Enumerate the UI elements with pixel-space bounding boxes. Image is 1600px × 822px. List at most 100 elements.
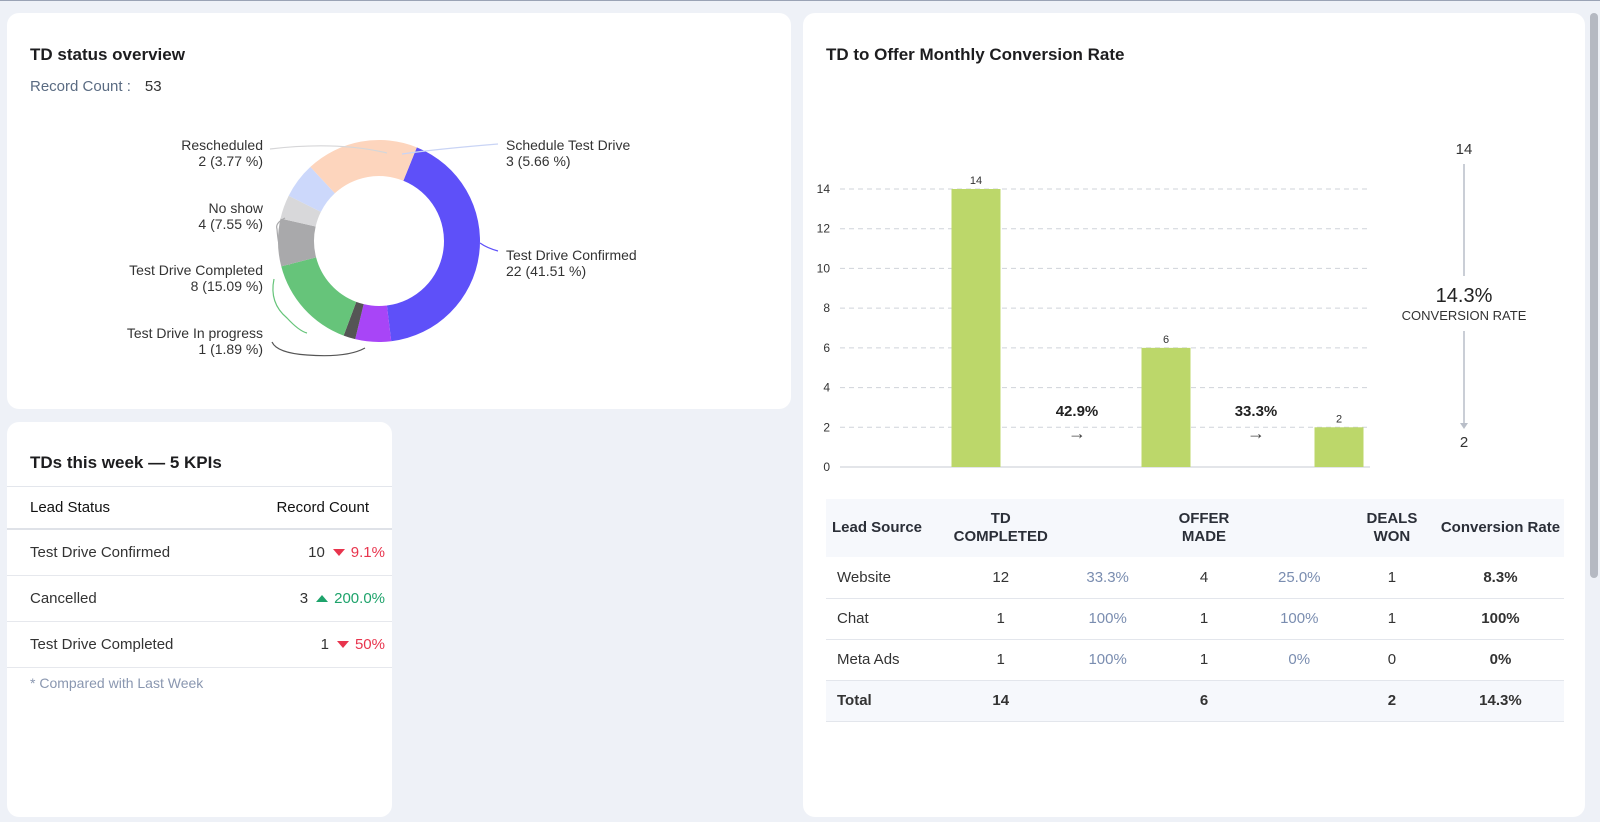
table-row[interactable]: Website 12 33.3% 4 25.0% 1 8.3%: [826, 557, 1564, 599]
slice-label-rescheduled: Rescheduled: [181, 137, 263, 153]
cell-deals-won: 2: [1346, 680, 1437, 722]
th-conversion-rate: Conversion Rate: [1436, 499, 1564, 557]
conversion-table: Lead Source TD COMPLETED OFFER MADE DEAL…: [826, 499, 1564, 722]
slice-value-rescheduled: 2 (3.77 %): [198, 153, 263, 169]
step-rate-label: 42.9%: [1056, 403, 1099, 420]
slice-cancelled[interactable]: [355, 304, 392, 342]
slice-test-drive-confirmed[interactable]: [386, 147, 480, 342]
table-row[interactable]: Chat 1 100% 1 100% 1 100%: [826, 598, 1564, 640]
table-row[interactable]: Meta Ads 1 100% 1 0% 0 0%: [826, 639, 1564, 681]
record-count-label: Record Count :: [30, 78, 131, 95]
cell-conversion-rate: 100%: [1436, 598, 1564, 640]
overall-top-value: 14: [1456, 141, 1473, 158]
top-border: [0, 0, 1600, 1]
y-tick-label: 14: [817, 182, 831, 196]
cell-td-completed: 1: [942, 598, 1059, 640]
kpi-value: 3 200.0%: [300, 590, 385, 607]
slice-value-test-drive-in-progress: 1 (1.89 %): [198, 341, 263, 357]
slice-label-no-show: No show: [209, 200, 264, 216]
th-blank-1: [1058, 499, 1157, 557]
slice-value-schedule-test-drive: 3 (5.66 %): [506, 153, 571, 169]
table-header-row: Lead Source TD COMPLETED OFFER MADE DEAL…: [826, 499, 1564, 557]
cell-offer-to-won-rate: 25.0%: [1251, 557, 1347, 599]
cell-source: Website: [826, 557, 943, 599]
kpi-table-header: Lead Status Record Count: [7, 486, 392, 530]
y-tick-label: 0: [823, 460, 830, 474]
leader-line: [272, 278, 308, 334]
cell-source: Chat: [826, 598, 943, 640]
y-tick-label: 6: [823, 341, 830, 355]
trend-down-icon: [332, 549, 345, 556]
slice-label-test-drive-confirmed: Test Drive Confirmed: [506, 247, 637, 263]
cell-blank: [1058, 680, 1157, 722]
slice-label-schedule-test-drive: Schedule Test Drive: [506, 137, 630, 153]
cell-conversion-rate: 14.3%: [1436, 680, 1564, 722]
leader-line: [276, 217, 291, 266]
slice-value-test-drive-confirmed: 22 (41.51 %): [506, 263, 586, 279]
card-title: TD status overview: [30, 45, 185, 64]
cell-deals-won: 0: [1346, 639, 1437, 681]
cell-offer-made: 6: [1156, 680, 1252, 722]
page-scrollbar[interactable]: [1590, 13, 1598, 578]
th-blank-2: [1251, 499, 1347, 557]
cell-td-completed: 1: [942, 639, 1059, 681]
leader-line: [401, 143, 499, 155]
col-lead-status[interactable]: Lead Status: [30, 499, 111, 516]
leader-line: [271, 341, 366, 357]
kpi-table: Lead Status Record Count Test Drive Conf…: [7, 486, 392, 698]
kpi-count: 10: [308, 544, 325, 561]
kpi-change: 200.0%: [334, 590, 385, 607]
card-title: TDs this week — 5 KPIs: [30, 453, 222, 472]
overall-bottom-value: 2: [1460, 434, 1468, 451]
slice-other[interactable]: [310, 140, 417, 194]
cell-td-to-offer-rate: 33.3%: [1058, 557, 1157, 599]
cell-deals-won: 1: [1346, 557, 1437, 599]
arrow-right-icon: →: [1068, 423, 1086, 443]
kpi-row[interactable]: Cancelled 3 200.0%: [7, 576, 392, 622]
cell-offer-to-won-rate: 0%: [1251, 639, 1347, 681]
cell-offer-to-won-rate: 100%: [1251, 598, 1347, 640]
bar-value-label: 6: [1163, 334, 1169, 346]
table-total-row: Total 14 6 2 14.3%: [826, 680, 1564, 722]
kpi-value: 10 9.1%: [308, 544, 385, 561]
slice-rescheduled[interactable]: [280, 195, 321, 227]
kpi-count: 1: [320, 636, 329, 653]
cell-conversion-rate: 8.3%: [1436, 557, 1564, 599]
bar-td-completed[interactable]: [951, 189, 1001, 467]
th-deals-won: DEALS WON: [1346, 499, 1437, 557]
cell-source: Meta Ads: [826, 639, 943, 681]
cell-deals-won: 1: [1346, 598, 1437, 640]
th-lead-source: Lead Source: [826, 499, 943, 557]
y-tick-label: 8: [823, 301, 830, 315]
slice-no-show[interactable]: [278, 218, 317, 267]
bar-deals-won[interactable]: [1314, 427, 1364, 467]
y-tick-label: 12: [817, 222, 831, 236]
cell-conversion-rate: 0%: [1436, 639, 1564, 681]
kpi-row[interactable]: Test Drive Confirmed 10 9.1%: [7, 530, 392, 576]
td-status-overview-card: TD status overview Record Count : 53 Sche…: [7, 13, 791, 409]
slice-label-test-drive-completed: Test Drive Completed: [129, 262, 263, 278]
y-tick-label: 10: [817, 261, 831, 275]
slice-schedule-test-drive[interactable]: [288, 166, 335, 212]
kpi-row[interactable]: Test Drive Completed 1 50%: [7, 622, 392, 668]
slice-value-no-show: 4 (7.55 %): [198, 216, 263, 232]
cell-offer-made: 4: [1156, 557, 1252, 599]
col-record-count[interactable]: Record Count: [276, 499, 369, 516]
leader-line: [269, 145, 388, 154]
cell-td-completed: 12: [942, 557, 1059, 599]
bar-offer-made[interactable]: [1141, 347, 1191, 467]
bar-value-label: 14: [970, 175, 982, 187]
kpi-status: Cancelled: [30, 590, 97, 607]
conversion-bar-chart[interactable]: 0 2 4 6 8 10 12 14 14 6 2 42.9% → 33.3% → 14 14.3%CONVE…: [803, 13, 1585, 499]
slice-test-drive-completed[interactable]: [281, 257, 357, 336]
card-title: TD to Offer Monthly Conversion Rate: [826, 45, 1125, 64]
cell-td-to-offer-rate: 100%: [1058, 598, 1157, 640]
cell-offer-made: 1: [1156, 639, 1252, 681]
slice-test-drive-in-progress[interactable]: [343, 301, 364, 340]
cell-td-to-offer-rate: 100%: [1058, 639, 1157, 681]
kpi-value: 1 50%: [321, 636, 385, 653]
step-rate-label: 33.3%: [1235, 403, 1278, 420]
slice-value-test-drive-completed: 8 (15.09 %): [191, 278, 263, 294]
